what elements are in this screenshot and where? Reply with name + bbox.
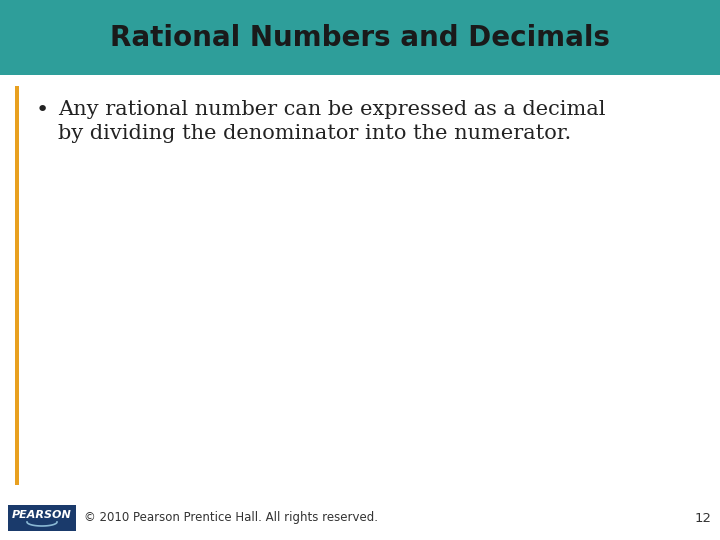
Text: 12: 12 — [695, 511, 712, 524]
Text: Any rational number can be expressed as a decimal: Any rational number can be expressed as … — [58, 100, 606, 119]
Bar — [15, 86, 19, 485]
Text: •: • — [35, 100, 49, 120]
Bar — [8, 505, 76, 531]
Text: by dividing the denominator into the numerator.: by dividing the denominator into the num… — [58, 124, 571, 143]
Text: PEARSON: PEARSON — [12, 510, 72, 520]
Text: Rational Numbers and Decimals: Rational Numbers and Decimals — [110, 24, 610, 51]
Bar — [0, 0, 720, 75]
Text: © 2010 Pearson Prentice Hall. All rights reserved.: © 2010 Pearson Prentice Hall. All rights… — [84, 511, 378, 524]
